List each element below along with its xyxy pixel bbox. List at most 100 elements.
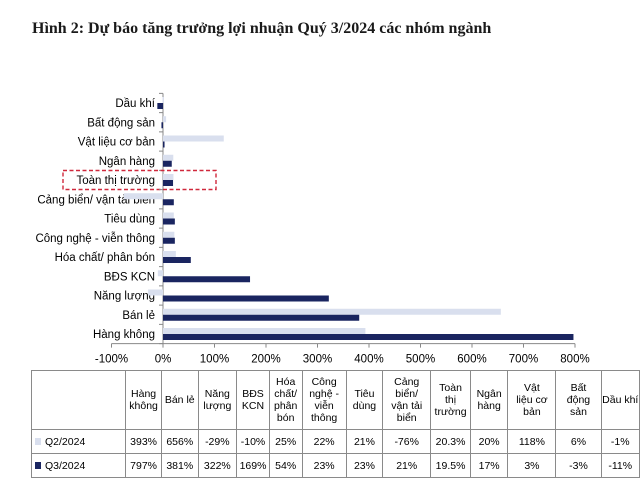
table-cell: 54% xyxy=(268,453,303,478)
bar-q2 xyxy=(163,212,174,219)
y-category-label: Năng lượng xyxy=(94,291,155,303)
table-cell: 22% xyxy=(301,429,347,454)
x-tick-label: 400% xyxy=(354,354,383,365)
bar-q3 xyxy=(163,199,174,206)
bar-q3 xyxy=(163,295,329,302)
table-cell: 23% xyxy=(345,453,384,478)
table-cell: 381% xyxy=(160,453,199,478)
bar-q3 xyxy=(163,218,175,225)
table-cell: 118% xyxy=(507,429,557,454)
x-tick-label: 300% xyxy=(303,354,332,365)
legend-swatch xyxy=(35,438,41,446)
table-header-cell: Hàng không xyxy=(125,370,162,430)
bar-q3 xyxy=(163,160,172,167)
y-category-label: BĐS KCN xyxy=(104,271,155,283)
x-tick-label: 100% xyxy=(200,354,229,365)
bar-q2 xyxy=(123,193,163,200)
table-header-cell: Bán lẻ xyxy=(160,370,199,430)
bar-q3 xyxy=(163,237,175,244)
table-row-label: Q3/2024 xyxy=(30,453,127,478)
bar-q2 xyxy=(163,174,174,180)
table-row-label: Q2/2024 xyxy=(30,429,127,454)
y-category-label: Hàng không xyxy=(93,329,155,341)
table-cell: -76% xyxy=(382,429,432,454)
x-tick-label: -100% xyxy=(95,354,128,365)
table-header-cell: Dầu khí xyxy=(600,370,640,430)
table-cell: 3% xyxy=(507,453,557,478)
bar-q3 xyxy=(163,257,191,263)
table-cell: 20% xyxy=(469,429,509,454)
table-header-cell: Cảng biển/ vận tải biển xyxy=(382,370,432,430)
bar-q2 xyxy=(163,308,501,315)
x-tick-label: 0% xyxy=(155,354,172,365)
bar-q3 xyxy=(163,334,574,340)
table-cell: 25% xyxy=(268,429,303,454)
table-row-q3: Q3/2024 797% 381% 322% 169% 54% 23% 23% 21% 19.5%… xyxy=(30,453,640,478)
y-category-label: Công nghệ - viễn thông xyxy=(35,232,155,245)
y-category-label: Bất động sản xyxy=(87,117,155,129)
bar-chart: -100% 0% 100% 200% 300% 400% 500% 600% 700% 800% D… xyxy=(35,92,590,365)
table-header-cell: Năng lượng xyxy=(197,370,238,430)
table-header-cell: Vật liệu cơ bản xyxy=(507,370,557,430)
y-category-label: Toàn thị trường xyxy=(76,175,155,187)
table-cell: 20.3% xyxy=(430,429,471,454)
bar-q2 xyxy=(157,270,163,277)
bar-q2 xyxy=(162,97,164,103)
table-cell: 393% xyxy=(125,429,162,454)
bar-q2 xyxy=(163,231,175,238)
table-cell: -10% xyxy=(236,429,270,454)
x-tick-label: 200% xyxy=(251,354,280,365)
table-header-cell: Ngân hàng xyxy=(469,370,509,430)
table-cell: 19.5% xyxy=(430,453,471,478)
table-header-cell: Tiêu dùng xyxy=(345,370,384,430)
bar-q3 xyxy=(163,276,251,283)
x-tick-label: 800% xyxy=(560,354,589,365)
series-name: Q2/2024 xyxy=(45,435,86,448)
highlight-box xyxy=(62,169,217,191)
y-category-label: Dầu khí xyxy=(115,98,155,110)
series-name: Q3/2024 xyxy=(45,459,86,472)
bar-q2 xyxy=(148,289,163,296)
x-tick-label: 700% xyxy=(509,354,538,365)
y-category-label: Hóa chất/ phân bón xyxy=(55,252,155,264)
bar-q3 xyxy=(161,122,163,129)
bar-q2 xyxy=(163,135,224,142)
table-header-cell: BĐS KCN xyxy=(236,370,270,430)
table-cell: 21% xyxy=(345,429,384,454)
table-header-cell: Hóa chất/ phân bón xyxy=(268,370,303,430)
x-tick-label: 500% xyxy=(406,354,435,365)
data-table: Hàng không Bán lẻ Năng lượng BĐS KCN Hóa chấ… xyxy=(30,370,640,478)
table-cell: 23% xyxy=(301,453,347,478)
table-cell: 169% xyxy=(236,453,270,478)
table-corner-cell xyxy=(30,370,127,430)
table-cell: 322% xyxy=(197,453,238,478)
bar-q2 xyxy=(163,251,176,257)
x-tick-label: 600% xyxy=(457,354,486,365)
bar-q3 xyxy=(163,180,174,186)
table-cell: 6% xyxy=(555,429,602,454)
table-cell: 797% xyxy=(125,453,162,478)
table-cell: 21% xyxy=(382,453,432,478)
y-category-label: Ngân hàng xyxy=(99,156,155,168)
bar-q2 xyxy=(163,154,174,161)
table-cell: -29% xyxy=(197,429,238,454)
table-cell: -1% xyxy=(600,429,640,454)
table-cell: -3% xyxy=(555,453,602,478)
table-cell: -11% xyxy=(600,453,640,478)
y-category-label: Bán lẻ xyxy=(122,310,155,322)
table-row-q2: Q2/2024 393% 656% -29% -10% 25% 22% 21% -76% 20.3… xyxy=(30,429,640,454)
bar-q3 xyxy=(163,141,165,148)
y-category-label: Vật liệu cơ bản xyxy=(78,137,155,149)
bar-q2 xyxy=(163,328,366,334)
table-header-row: Hàng không Bán lẻ Năng lượng BĐS KCN Hóa chấ… xyxy=(30,370,640,430)
bar-q3 xyxy=(157,103,163,109)
table-cell: 17% xyxy=(469,453,509,478)
table-header-cell: Bất động sản xyxy=(555,370,602,430)
table-cell: 656% xyxy=(160,429,199,454)
chart-title: Hình 2: Dự báo tăng trưởng lợi nhuận Quý… xyxy=(32,20,492,37)
bar-q3 xyxy=(163,314,360,321)
bar-q2 xyxy=(163,116,167,123)
y-category-label: Tiêu dùng xyxy=(104,214,155,226)
table-header-cell: Toàn thị trường xyxy=(430,370,471,430)
table-header-cell: Công nghệ - viễn thông xyxy=(301,370,347,430)
